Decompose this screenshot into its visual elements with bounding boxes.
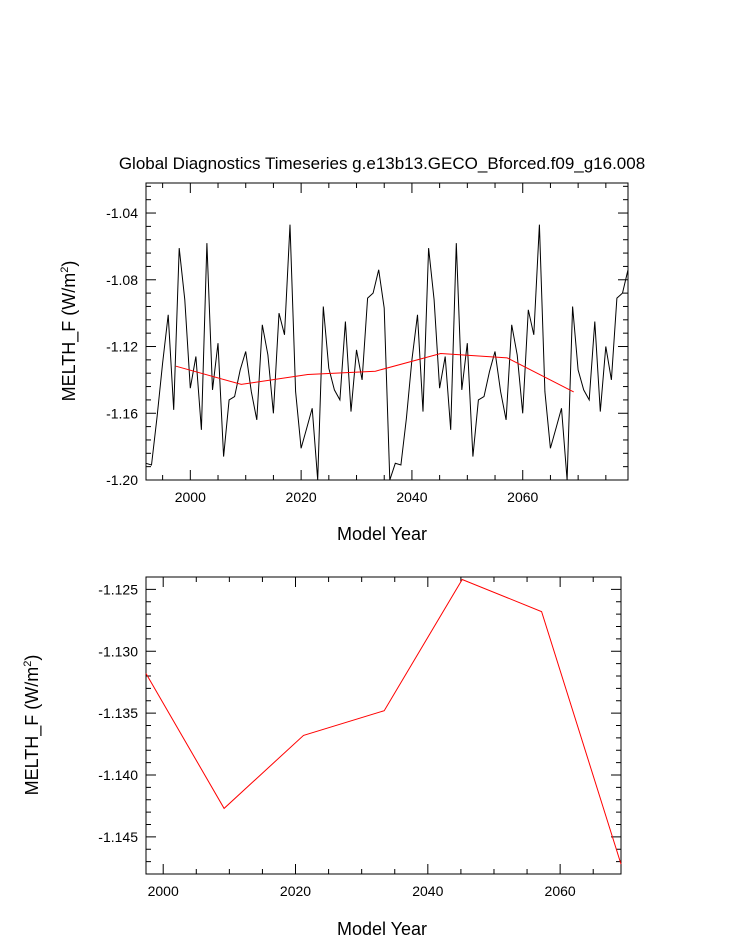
top-plot-frame	[145, 182, 629, 481]
bottom-x-tick-label: 2000	[148, 883, 179, 899]
top-y-axis-label-main: MELTH_F (W/m	[59, 273, 80, 402]
top-y-tick-label: -1.16	[106, 405, 138, 421]
bottom-y-axis-label-main: MELTH_F (W/m	[22, 667, 43, 796]
top-y-tick-label: -1.04	[106, 205, 138, 221]
bottom-y-tick-label: -1.130	[98, 643, 138, 659]
top-y-tick-label: -1.08	[106, 272, 138, 288]
top-series-line-annual	[145, 224, 629, 481]
top-y-tick-label: -1.20	[106, 472, 138, 488]
bottom-y-tick-label: -1.140	[98, 767, 138, 783]
bottom-y-tick-label: -1.125	[98, 581, 138, 597]
top-axis-ticks: 2000 2020 2040 2060 -1.20 -1.16 -1.12 -1.08 -1.0…	[106, 183, 628, 505]
top-panel: 2000 2020 2040 2060 -1.20 -1.16 -1.12 -1.08 -1.0…	[59, 182, 629, 544]
bottom-y-tick-label: -1.135	[98, 705, 138, 721]
top-x-tick-label: 2020	[286, 489, 317, 505]
bottom-series-line-mean	[145, 578, 622, 865]
bottom-y-tick-label: -1.145	[98, 829, 138, 845]
bottom-y-axis-label: MELTH_F (W/m2)	[22, 655, 43, 796]
bottom-x-tick-label: 2040	[412, 883, 443, 899]
top-y-axis-label-end: )	[59, 261, 79, 267]
bottom-plot-series	[145, 578, 622, 865]
top-y-axis-label: MELTH_F (W/m2)	[59, 261, 80, 402]
top-y-axis-label-sup: 2	[59, 267, 71, 273]
top-x-tick-label: 2060	[507, 489, 538, 505]
bottom-panel: 2000 2020 2040 2060 -1.145 -1.140 -1.135 -1.130…	[22, 576, 622, 939]
top-plot-series	[145, 224, 629, 481]
top-x-tick-label: 2040	[396, 489, 427, 505]
bottom-plot-frame	[145, 576, 622, 875]
top-series-line-mean	[175, 352, 574, 393]
chart-title: Global Diagnostics Timeseries g.e13b13.G…	[119, 154, 645, 173]
top-x-tick-label: 2000	[175, 489, 206, 505]
bottom-x-axis-label: Model Year	[337, 919, 427, 939]
top-x-axis-label: Model Year	[337, 524, 427, 544]
bottom-y-axis-label-end: )	[22, 655, 42, 661]
bottom-x-tick-label: 2020	[280, 883, 311, 899]
bottom-axis-ticks: 2000 2020 2040 2060 -1.145 -1.140 -1.135 -1.130…	[98, 576, 621, 899]
top-y-tick-label: -1.12	[106, 339, 138, 355]
bottom-y-axis-label-sup: 2	[22, 661, 34, 667]
bottom-x-tick-label: 2060	[545, 883, 576, 899]
